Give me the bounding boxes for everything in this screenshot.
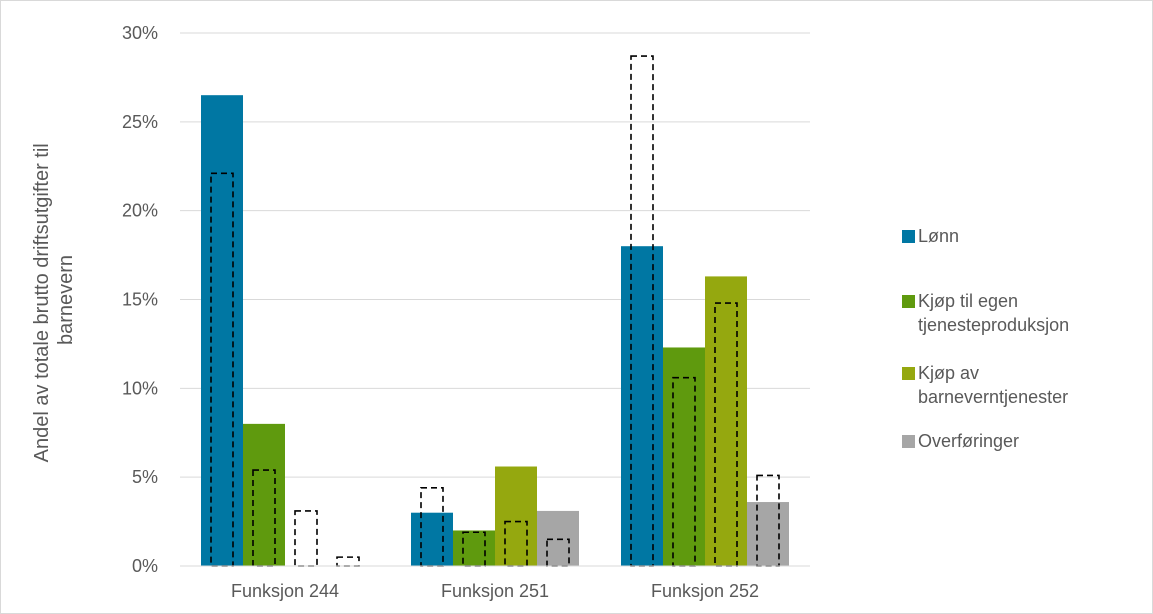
legend-label: Kjøp til egen <box>918 291 1018 311</box>
x-category-label: Funksjon 244 <box>231 581 339 601</box>
bar <box>537 510 579 566</box>
bars <box>201 95 789 566</box>
bar <box>747 502 789 566</box>
legend-label: tjenesteproduksjon <box>918 315 1069 335</box>
y-tick-label: 30% <box>122 23 158 43</box>
legend-item: Kjøp av barneverntjenester <box>902 363 1068 407</box>
legend-item: Overføringer <box>902 431 1019 451</box>
comparison-outline <box>504 520 528 567</box>
legend-item: Lønn <box>902 226 959 246</box>
y-tick-label: 0% <box>132 556 158 576</box>
legend-label: barneverntjenester <box>918 387 1068 407</box>
comparison-outline <box>294 510 318 567</box>
comparison-outline <box>336 556 360 567</box>
y-axis-label: Andel av totale brutto driftsutgifter ti… <box>31 138 77 463</box>
bar <box>453 530 495 566</box>
y-tick-label: 20% <box>122 201 158 221</box>
bar <box>411 512 453 566</box>
comparison-outline <box>462 531 486 567</box>
y-axis-label-line-2: barnevern <box>55 255 77 345</box>
x-axis-categories: Funksjon 244 Funksjon 251 Funksjon 252 <box>231 581 759 601</box>
bar <box>705 276 747 566</box>
legend-swatch <box>902 367 915 380</box>
legend-label: Lønn <box>918 226 959 246</box>
legend-swatch <box>902 435 915 448</box>
legend-swatch <box>902 230 915 243</box>
bar <box>243 423 285 566</box>
y-axis-ticks: 0% 5% 10% 15% 20% 25% 30% <box>122 23 158 576</box>
comparison-outline <box>252 469 276 567</box>
y-tick-label: 15% <box>122 290 158 310</box>
bar <box>621 246 663 566</box>
legend-label: Overføringer <box>918 431 1019 451</box>
y-axis-label-line-1: Andel av totale brutto driftsutgifter ti… <box>31 143 53 462</box>
legend-item: Kjøp til egen tjenesteproduksjon <box>902 291 1069 335</box>
y-tick-label: 10% <box>122 378 158 398</box>
bar <box>495 466 537 566</box>
bar <box>663 347 705 566</box>
y-tick-label: 5% <box>132 467 158 487</box>
x-category-label: Funksjon 252 <box>651 581 759 601</box>
x-category-label: Funksjon 251 <box>441 581 549 601</box>
legend-label: Kjøp av <box>918 363 979 383</box>
y-tick-label: 25% <box>122 112 158 132</box>
legend-swatch <box>902 295 915 308</box>
bar <box>201 95 243 566</box>
comparison-outline <box>546 538 570 567</box>
